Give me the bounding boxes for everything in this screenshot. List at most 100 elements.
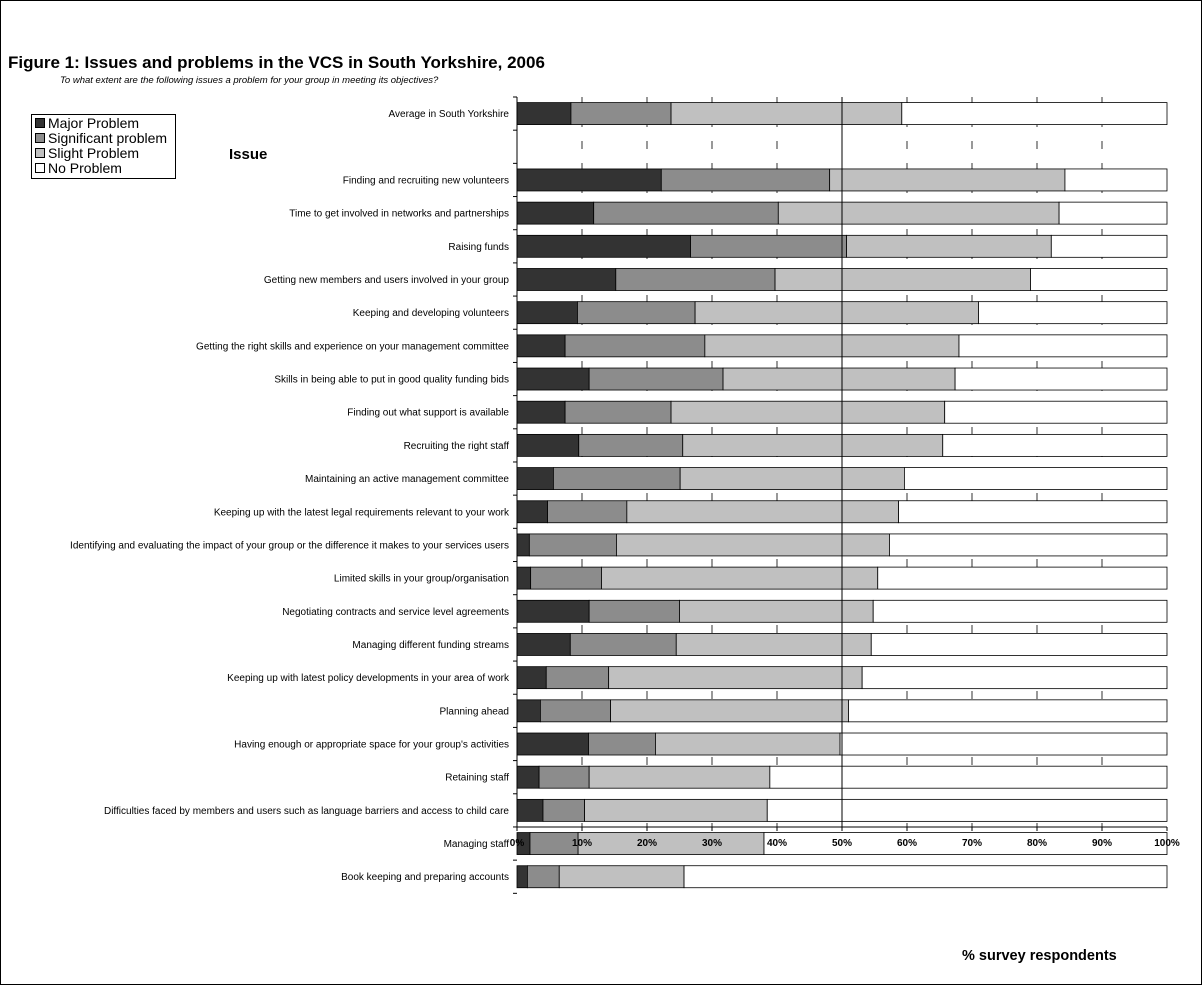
category-label: Finding out what support is available [347, 408, 509, 419]
bar-segment-major-problem [516, 467, 554, 490]
legend-label-major: Major Problem [48, 114, 140, 131]
bar-segment-slight-problem [601, 566, 879, 590]
bar-segment-slight-problem [774, 268, 1031, 291]
bar-segment-significant-problem [615, 268, 776, 291]
bar-segment-no-problem [1050, 234, 1168, 258]
bar-segment-no-problem [898, 500, 1168, 524]
bar-segment-slight-problem [670, 400, 946, 424]
legend-item-significant: Significant problem [32, 129, 175, 146]
bar-segment-significant-problem [577, 301, 696, 325]
legend: Major Problem Significant problem Slight… [31, 114, 176, 179]
bar-segment-major-problem [516, 566, 532, 590]
bar-segment-major-problem [516, 367, 590, 391]
category-label: Retaining staff [445, 773, 509, 784]
x-axis-title: % survey respondents [962, 948, 1117, 964]
bar-segment-significant-problem [569, 633, 677, 656]
bar-segment-major-problem [516, 102, 572, 125]
bar-segment-no-problem [1030, 268, 1168, 291]
category-label: Finding and recruiting new volunteers [343, 175, 509, 186]
bar-segment-major-problem [516, 433, 580, 457]
bar-segment-major-problem [516, 400, 566, 424]
bar-segment-no-problem [872, 599, 1168, 623]
bar-segment-no-problem [944, 400, 1168, 424]
bar-segment-slight-problem [610, 699, 849, 723]
category-label: Raising funds [448, 242, 509, 253]
bar-segment-significant-problem [593, 201, 779, 225]
category-label: Keeping and developing volunteers [353, 308, 509, 319]
category-label: Having enough or appropriate space for y… [234, 740, 509, 751]
bar-segment-slight-problem [670, 102, 903, 125]
bar-segment-no-problem [958, 334, 1168, 358]
bar-segment-slight-problem [577, 832, 765, 855]
bar-segment-significant-problem [660, 168, 831, 192]
bar-segment-slight-problem [588, 765, 771, 789]
bar-segment-major-problem [516, 798, 544, 822]
bar-segment-slight-problem [584, 798, 768, 822]
bar-segment-no-problem [904, 467, 1168, 490]
bar-segment-slight-problem [558, 865, 685, 889]
bar-segment-slight-problem [626, 500, 899, 524]
bar-segment-no-problem [877, 566, 1168, 590]
bar-segment-slight-problem [722, 367, 956, 391]
bar-segment-no-problem [769, 765, 1168, 789]
bar-segment-no-problem [978, 301, 1168, 325]
bar-segment-slight-problem [846, 234, 1052, 258]
bar-segment-no-problem [942, 433, 1168, 457]
x-tick-label: 20% [637, 838, 657, 849]
bar-segment-slight-problem [682, 433, 944, 457]
bar-segment-major-problem [516, 301, 578, 325]
bar-segment-significant-problem [690, 234, 847, 258]
x-tick-label: 90% [1092, 838, 1112, 849]
bar-segment-major-problem [516, 865, 528, 889]
bar-segment-no-problem [861, 666, 1168, 690]
bar-segment-significant-problem [588, 732, 656, 756]
legend-label-significant: Significant problem [48, 129, 168, 146]
x-tick-label: 30% [702, 838, 722, 849]
chart-subtitle: To what extent are the following issues … [60, 75, 439, 86]
bar-segment-no-problem [901, 102, 1168, 125]
bar-segment-significant-problem [547, 500, 628, 524]
category-label: Getting new members and users involved i… [264, 275, 510, 286]
bar-segment-major-problem [516, 633, 571, 656]
bar-segment-significant-problem [588, 367, 724, 391]
x-tick-label: 40% [767, 838, 787, 849]
bar-segment-no-problem [870, 633, 1168, 656]
bar-segment-no-problem [683, 865, 1168, 889]
bar-segment-slight-problem [694, 301, 979, 325]
bar-segment-significant-problem [540, 699, 612, 723]
bar-segment-no-problem [848, 699, 1168, 723]
bar-segment-slight-problem [679, 599, 874, 623]
bar-segment-significant-problem [578, 433, 684, 457]
category-label: Recruiting the right staff [404, 441, 510, 452]
category-label: Limited skills in your group/organisatio… [334, 574, 509, 585]
bar-segment-major-problem [516, 765, 540, 789]
x-tick-label: 80% [1027, 838, 1047, 849]
legend-swatch-significant [35, 132, 45, 143]
chart-title: Figure 1: Issues and problems in the VCS… [8, 53, 545, 72]
bar-segment-major-problem [516, 334, 566, 358]
bar-segment-major-problem [516, 500, 548, 524]
bar-segment-major-problem [516, 168, 662, 192]
category-label: Time to get involved in networks and par… [289, 209, 509, 220]
bar-segment-major-problem [516, 201, 595, 225]
category-label: Negotiating contracts and service level … [282, 607, 509, 618]
bar-segment-significant-problem [528, 533, 617, 557]
bar-segment-slight-problem [777, 201, 1060, 225]
legend-swatch-major [35, 117, 45, 128]
bar-segment-significant-problem [553, 467, 681, 490]
bar-segment-major-problem [516, 234, 691, 258]
bar-segment-significant-problem [529, 832, 579, 855]
category-label: Difficulties faced by members and users … [104, 806, 509, 817]
bar-segment-no-problem [839, 732, 1168, 756]
bar-segment-significant-problem [530, 566, 602, 590]
bar-segment-major-problem [516, 666, 547, 690]
category-label: Skills in being able to put in good qual… [274, 375, 509, 386]
bar-segment-slight-problem [704, 334, 960, 358]
bar-segment-significant-problem [542, 798, 585, 822]
bar-segment-significant-problem [564, 334, 706, 358]
bar-segment-slight-problem [608, 666, 863, 690]
bar-segment-significant-problem [538, 765, 590, 789]
legend-item-none: No Problem [32, 160, 175, 176]
bar-segment-no-problem [889, 533, 1168, 557]
